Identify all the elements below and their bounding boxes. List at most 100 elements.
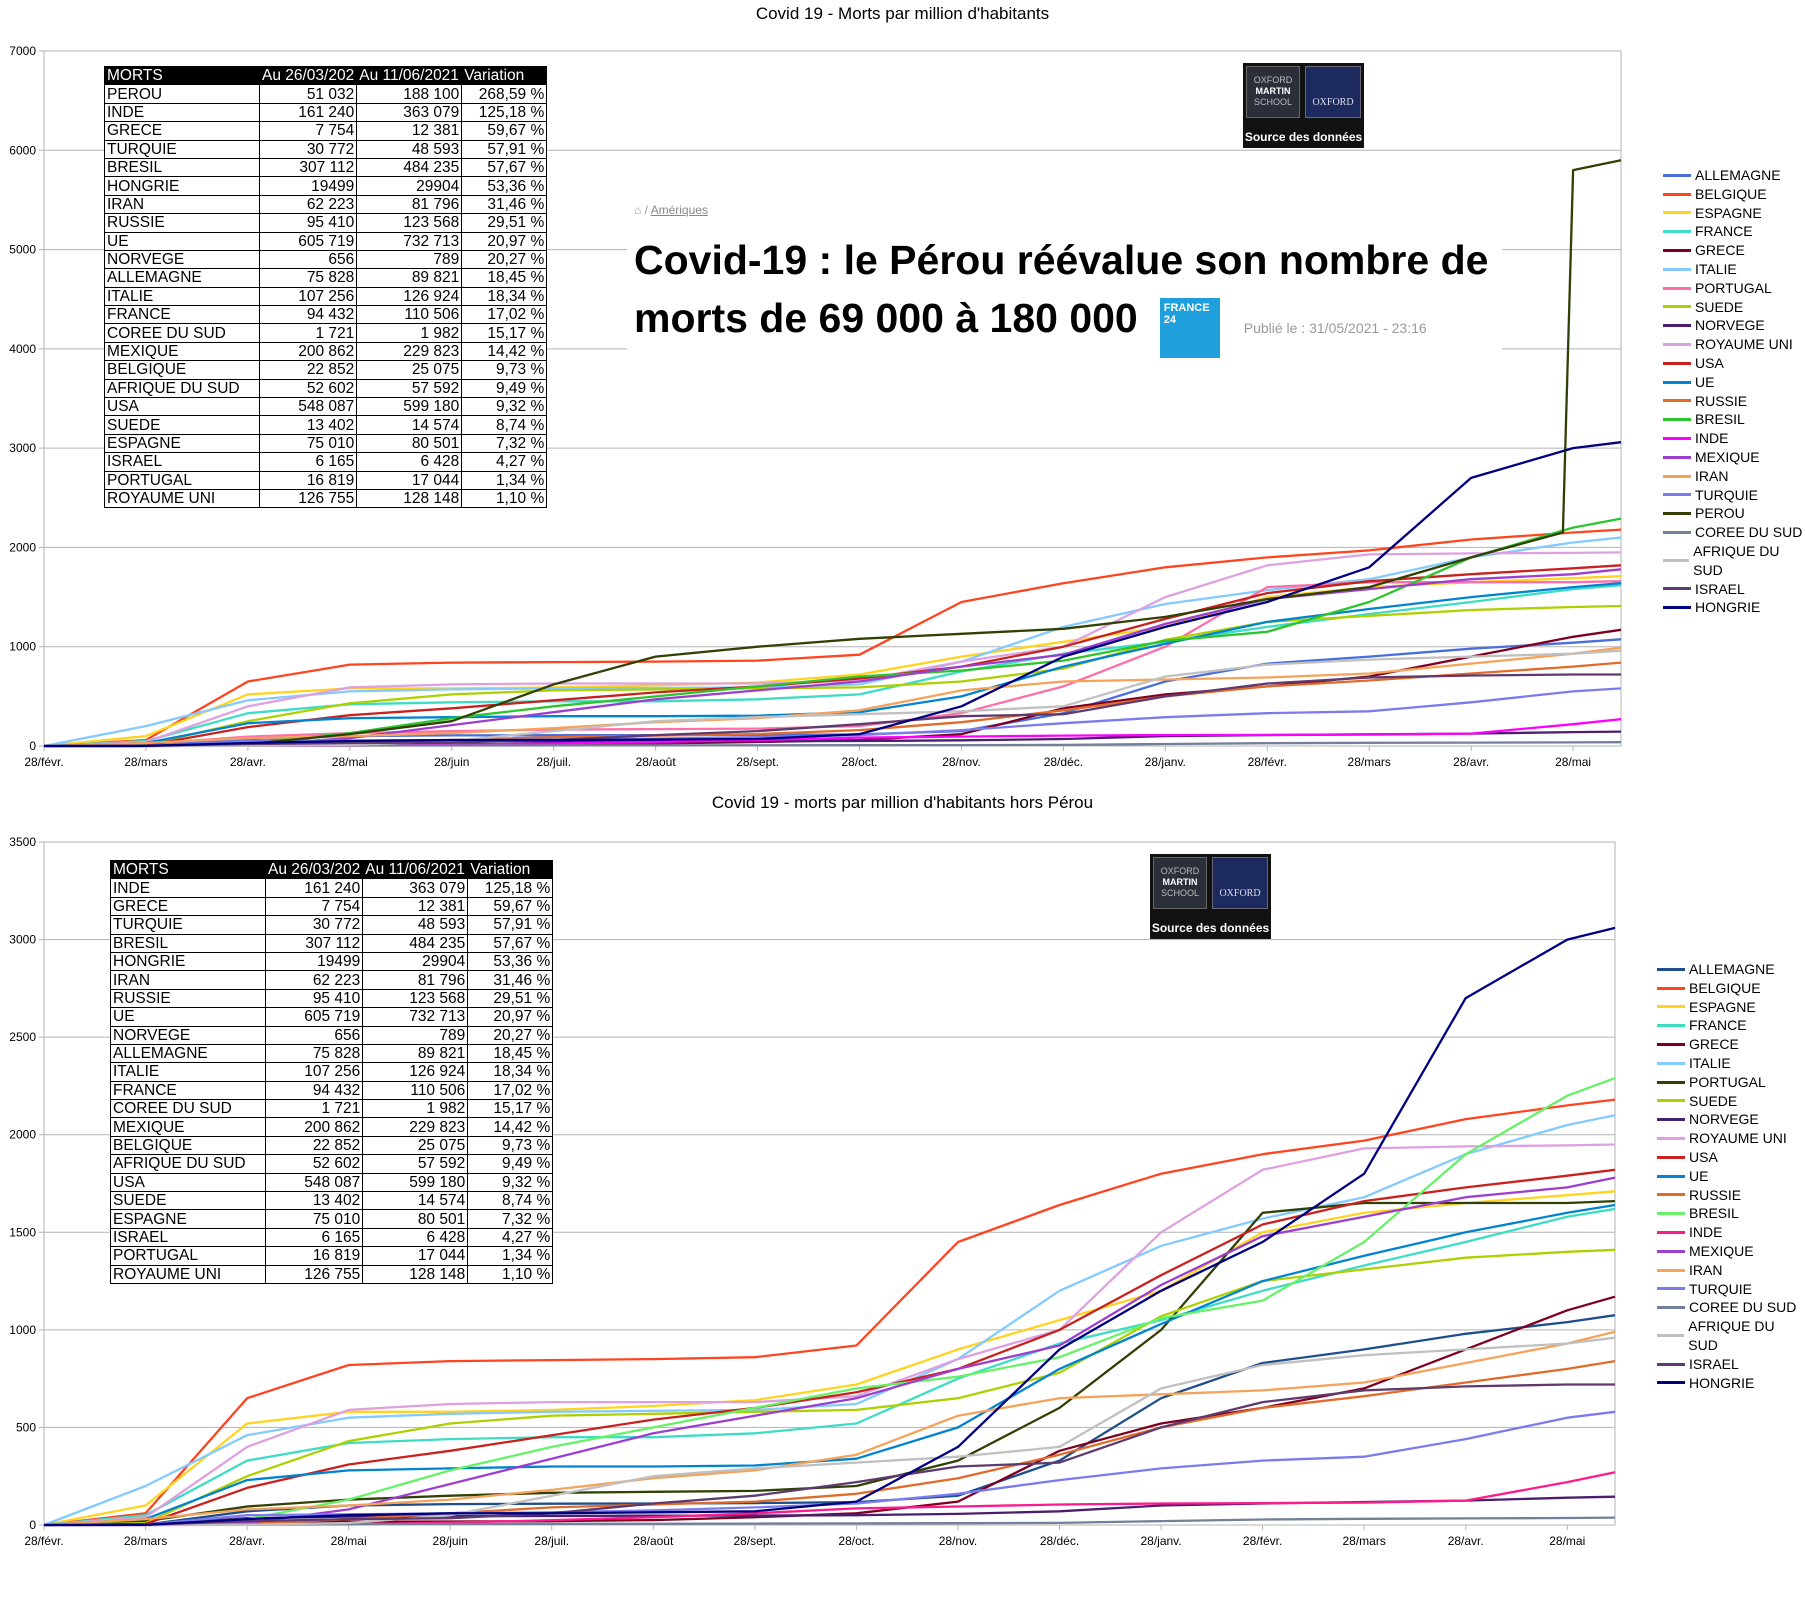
legend-item: ITALIE <box>1657 1054 1805 1073</box>
table-row: HONGRIE 19499 29904 53,36 % <box>110 951 554 972</box>
table-cell: 62 223 <box>264 970 364 990</box>
table-row: RUSSIE 95 410 123 568 29,51 % <box>104 213 548 233</box>
x-tick-label: 28/mai <box>331 1534 367 1548</box>
x-tick-label: 28/déc. <box>1040 1534 1079 1548</box>
legend-swatch <box>1657 1306 1685 1310</box>
x-tick-label: 28/nov. <box>939 1534 977 1548</box>
legend-swatch <box>1657 1268 1685 1272</box>
series-line-france <box>43 1207 1616 1527</box>
table-cell: 17,02 % <box>461 305 548 325</box>
legend-item: BELGIQUE <box>1657 979 1805 998</box>
table-header: MORTS <box>110 859 266 880</box>
headline-block: Covid-19 : le Pérou réévalue son nombre … <box>634 236 1496 358</box>
table-cell: 94 432 <box>258 305 358 325</box>
x-tick-label: 28/avr. <box>230 755 266 769</box>
breadcrumb-link[interactable]: Amériques <box>650 203 708 217</box>
home-icon[interactable]: ⌂ <box>634 203 642 217</box>
table-row: MEXIQUE 200 862 229 823 14,42 % <box>104 341 548 362</box>
x-tick-label: 28/mai <box>1555 755 1591 769</box>
legend-swatch <box>1663 173 1691 177</box>
x-tick-label: 28/févr. <box>24 755 63 769</box>
legend-label: UE <box>1689 1167 1709 1184</box>
table-cell: 22 852 <box>258 360 358 380</box>
legend-item: NORVEGE <box>1657 1110 1805 1129</box>
legend-label: MEXIQUE <box>1695 448 1760 465</box>
university-seal-icon: OXFORD <box>1212 857 1268 909</box>
legend-item: SUEDE <box>1663 298 1805 317</box>
legend-item: NORVEGE <box>1663 316 1805 335</box>
table-cell: 605 719 <box>264 1007 364 1027</box>
legend-item: BRESIL <box>1657 1204 1805 1223</box>
x-tick-label: 28/mars <box>124 1534 167 1548</box>
legend-swatch <box>1663 399 1691 403</box>
table-cell: ESPAGNE <box>110 1209 266 1229</box>
y-tick-label: 0 <box>29 739 36 753</box>
table-row: USA 548 087 599 180 9,32 % <box>104 397 548 417</box>
table-cell: 656 <box>258 249 358 270</box>
table-cell: 128 148 <box>362 1264 469 1284</box>
legend-item: FRANCE <box>1657 1016 1805 1035</box>
table-cell: BRESIL <box>104 157 260 178</box>
table-cell: 75 828 <box>258 268 358 288</box>
legend-swatch <box>1657 1155 1685 1159</box>
published-date: Publié le : 31/05/2021 - 23:16 <box>1243 319 1427 336</box>
table-row: INDE 161 240 363 079 125,18 % <box>110 878 554 898</box>
table-cell: 605 719 <box>258 231 358 251</box>
x-tick-label: 28/oct. <box>841 755 877 769</box>
table-row: SUEDE 13 402 14 574 8,74 % <box>110 1191 554 1211</box>
legend-swatch <box>1657 1137 1685 1141</box>
table-cell: 363 079 <box>362 878 469 898</box>
table-row: GRECE 7 754 12 381 59,67 % <box>110 896 554 917</box>
series-line-belgique <box>43 528 1622 748</box>
table-cell: 16 819 <box>258 470 358 490</box>
table-cell: 17,02 % <box>467 1080 554 1101</box>
legend-item: RUSSIE <box>1663 392 1805 411</box>
table-cell: 268,59 % <box>461 84 548 104</box>
table-cell: 126 924 <box>356 286 463 307</box>
legend-label: AFRIQUE DU SUD <box>1688 1318 1775 1353</box>
series-line-perou <box>43 159 1622 748</box>
y-tick-label: 4000 <box>9 342 36 356</box>
y-tick-label: 0 <box>29 1518 36 1532</box>
legend-item: IRAN <box>1663 467 1805 486</box>
legend-item: TURQUIE <box>1657 1280 1805 1299</box>
table-cell: 53,36 % <box>461 176 548 196</box>
series-line-royaume-uni <box>43 1143 1616 1527</box>
table-cell: 789 <box>356 249 463 270</box>
table-cell: INDE <box>104 102 260 123</box>
table-cell: 57,67 % <box>467 933 554 953</box>
series-line-afrique-du-sud <box>44 1336 1616 1527</box>
table-row: ITALIE 107 256 126 924 18,34 % <box>110 1062 554 1082</box>
series-line-usa <box>43 1168 1616 1527</box>
table-cell: USA <box>104 397 260 417</box>
table-cell: USA <box>110 1172 266 1193</box>
legend-swatch <box>1657 1381 1685 1385</box>
table-row: ISRAEL 6 165 6 428 4,27 % <box>104 452 548 472</box>
series-line-hongrie <box>43 441 1622 748</box>
legend-swatch <box>1663 380 1691 384</box>
legend-label: UE <box>1695 373 1715 390</box>
table-cell: 75 828 <box>264 1043 364 1064</box>
legend-swatch <box>1657 1362 1685 1366</box>
series-line-turquie <box>43 1410 1616 1527</box>
table-cell: 9,49 % <box>467 1154 554 1174</box>
table-cell: FRANCE <box>110 1080 266 1101</box>
table-row: RUSSIE 95 410 123 568 29,51 % <box>110 988 554 1009</box>
series-line-italie <box>43 1114 1616 1527</box>
table-cell: 1 982 <box>356 323 463 343</box>
table-cell: 13 402 <box>264 1191 364 1211</box>
table-row: ALLEMAGNE 75 828 89 821 18,45 % <box>110 1043 554 1064</box>
legend-label: NORVEGE <box>1695 317 1765 334</box>
x-tick-label: 28/juil. <box>536 755 571 769</box>
legend-swatch <box>1657 1212 1685 1216</box>
table-row: AFRIQUE DU SUD 52 602 57 592 9,49 % <box>110 1154 554 1174</box>
legend-item: BELGIQUE <box>1663 185 1805 204</box>
legend-swatch <box>1663 437 1691 441</box>
breadcrumb: ⌂ / Amériques <box>634 203 708 217</box>
legend-label: COREE DU SUD <box>1689 1299 1797 1316</box>
table-cell: PEROU <box>104 84 260 104</box>
legend-swatch <box>1657 1043 1685 1047</box>
table-cell: 52 602 <box>258 378 358 399</box>
series-line-afrique-du-sud <box>44 649 1622 748</box>
table-cell: 229 823 <box>356 341 463 362</box>
